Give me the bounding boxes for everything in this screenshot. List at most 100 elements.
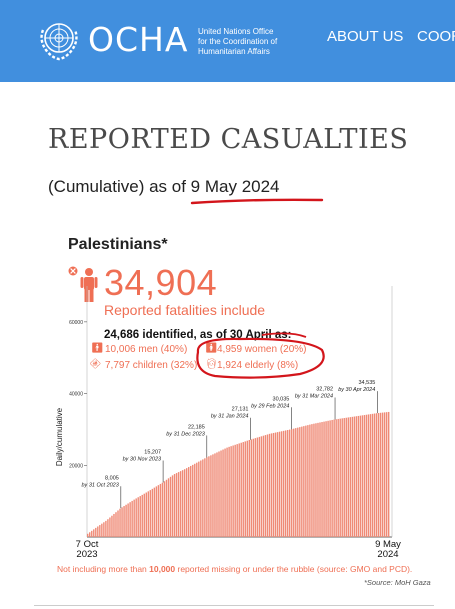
woman-icon: 🚺︎ bbox=[205, 343, 218, 354]
fatality-person-icon bbox=[68, 266, 98, 302]
man-icon: 🚹︎ bbox=[91, 343, 104, 354]
data-bar bbox=[234, 444, 236, 537]
data-bar bbox=[357, 415, 360, 537]
data-bar bbox=[190, 465, 192, 537]
data-bar bbox=[286, 430, 289, 537]
y-tick-label: 20000 bbox=[69, 463, 83, 469]
data-bar bbox=[141, 494, 143, 537]
data-bar bbox=[349, 417, 352, 537]
nav-about-us[interactable]: ABOUT US bbox=[327, 28, 404, 45]
data-bar bbox=[359, 415, 362, 537]
annotation-value: 30,035 bbox=[273, 396, 290, 402]
data-bar bbox=[313, 423, 315, 537]
data-bar bbox=[248, 440, 251, 537]
data-bar bbox=[351, 416, 354, 537]
data-bar bbox=[228, 446, 230, 537]
footnote-pre: Not including more than bbox=[57, 564, 150, 574]
data-bar bbox=[171, 475, 174, 537]
data-bar bbox=[377, 413, 380, 537]
annotation-date: by 31 Mar 2024 bbox=[295, 393, 333, 399]
elderly-icon: 🧓︎ bbox=[205, 359, 218, 370]
data-bar bbox=[210, 455, 212, 537]
data-bar bbox=[369, 414, 372, 537]
data-bar bbox=[181, 470, 184, 537]
data-bar bbox=[341, 418, 343, 537]
data-bar bbox=[270, 433, 273, 537]
data-bar bbox=[131, 500, 133, 537]
brand-name[interactable]: OCHA bbox=[88, 20, 189, 59]
data-bar bbox=[194, 463, 196, 537]
stat-women: 4,959 women (20%) bbox=[217, 344, 307, 355]
data-bar bbox=[93, 529, 95, 537]
data-bar bbox=[147, 491, 150, 537]
data-bar bbox=[337, 418, 339, 537]
y-tick-label: 40000 bbox=[69, 392, 83, 398]
data-bar bbox=[311, 424, 313, 537]
data-bar bbox=[97, 526, 99, 537]
annotation-value: 22,185 bbox=[188, 424, 205, 430]
data-bar bbox=[107, 519, 109, 537]
data-bar bbox=[367, 414, 370, 537]
data-bar bbox=[123, 506, 125, 537]
data-bar bbox=[379, 412, 382, 537]
data-bar bbox=[347, 417, 349, 537]
page-subtitle: (Cumulative) as of 9 May 2024 bbox=[48, 177, 280, 197]
data-bar bbox=[240, 442, 242, 537]
data-bar bbox=[169, 476, 172, 537]
data-bar bbox=[266, 434, 269, 537]
org-line-3: Humanitarian Affairs bbox=[198, 47, 270, 56]
data-bar bbox=[212, 454, 214, 537]
data-bar bbox=[297, 427, 299, 537]
data-bar bbox=[244, 441, 246, 537]
footnote-post: reported missing or under the rubble (so… bbox=[175, 564, 413, 574]
data-bar bbox=[145, 492, 147, 537]
data-bar bbox=[345, 417, 347, 537]
stat-men: 10,006 men (40%) bbox=[105, 344, 188, 355]
data-bar bbox=[129, 502, 131, 537]
org-line-1: United Nations Office bbox=[198, 27, 274, 36]
data-bar bbox=[95, 527, 97, 537]
data-bar bbox=[256, 437, 259, 537]
data-bar bbox=[385, 412, 388, 537]
data-bar bbox=[111, 515, 113, 537]
data-bar bbox=[353, 416, 356, 537]
data-bar bbox=[161, 482, 164, 537]
data-bar bbox=[335, 419, 337, 537]
source-note: *Source: MoH Gaza bbox=[364, 578, 431, 587]
data-bar bbox=[260, 436, 263, 537]
data-bar bbox=[125, 504, 127, 537]
page-title: REPORTED CASUALTIES bbox=[48, 124, 409, 155]
data-bar bbox=[258, 436, 261, 537]
annotation-date: by 31 Dec 2023 bbox=[166, 431, 205, 437]
data-bar bbox=[387, 411, 390, 537]
data-bar bbox=[163, 481, 166, 537]
data-bar bbox=[109, 517, 111, 537]
data-bar bbox=[183, 469, 186, 537]
data-bar bbox=[301, 426, 303, 537]
data-bar bbox=[317, 422, 319, 537]
bottom-divider bbox=[34, 605, 434, 606]
data-bar bbox=[127, 503, 129, 537]
data-bar bbox=[363, 415, 366, 537]
data-bar bbox=[101, 523, 103, 537]
data-bar bbox=[365, 414, 368, 537]
footnote: Not including more than 10,000 reported … bbox=[57, 564, 412, 574]
data-bar bbox=[383, 412, 386, 537]
x-end-label: 9 May 2024 bbox=[375, 539, 401, 560]
data-bar bbox=[198, 461, 200, 537]
data-bar bbox=[87, 533, 89, 537]
data-bar bbox=[167, 478, 170, 537]
data-bar bbox=[343, 418, 345, 537]
data-bar bbox=[321, 422, 323, 537]
data-bar bbox=[103, 522, 105, 537]
total-fatalities: 34,904 bbox=[104, 262, 218, 303]
data-bar bbox=[113, 513, 115, 537]
data-bar bbox=[252, 438, 255, 537]
total-fatalities-label: Reported fatalities include bbox=[104, 302, 266, 318]
data-bar bbox=[208, 456, 210, 537]
data-bar bbox=[361, 415, 364, 537]
data-bar bbox=[284, 430, 287, 537]
data-bar bbox=[246, 440, 248, 537]
